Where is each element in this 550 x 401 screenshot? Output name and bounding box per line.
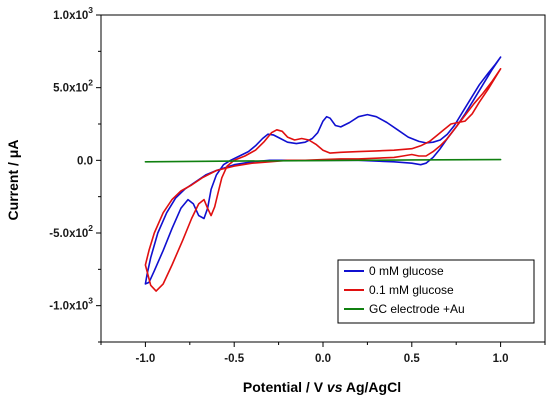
x-tick-label: 0.0 [315, 353, 331, 365]
legend-box [337, 259, 535, 324]
legend-label-1: 0.1 mM glucose [369, 283, 454, 297]
y-tick-label: -5.0x102 [49, 223, 93, 240]
legend-label-2: GC electrode +Au [369, 302, 465, 316]
x-tick-label: -0.5 [224, 353, 244, 365]
y-tick-label: -1.0x103 [49, 296, 93, 313]
x-axis-title-suffix: Ag/AgCl [343, 379, 402, 395]
x-tick-label: 1.0 [493, 353, 509, 365]
legend: 0 mM glucose 0.1 mM glucose GC electrode +… [337, 259, 535, 324]
x-axis-title-main: Potential / V [243, 379, 327, 395]
series-line-1 [144, 68, 502, 292]
x-tick-label: -1.0 [135, 353, 155, 365]
x-axis-title: Potential / V vs Ag/AgCl [243, 379, 401, 395]
series-line-2 [144, 158, 502, 163]
y-tick-label: 5.0x102 [53, 78, 93, 95]
y-tick-label: 0.0 [77, 155, 93, 167]
y-tick-label: 1.0x103 [53, 5, 93, 22]
axis-ticks: -1.0 -0.5 0.0 0.5 1.0 1.0x103 5.0x102 0.0 -5.0x1… [49, 5, 546, 365]
x-tick-label: 0.5 [404, 353, 421, 365]
legend-label-0: 0 mM glucose [369, 264, 444, 278]
x-axis-title-italic: vs [327, 379, 343, 395]
y-axis-title: Current / μA [5, 140, 21, 221]
series-layer [144, 56, 502, 292]
